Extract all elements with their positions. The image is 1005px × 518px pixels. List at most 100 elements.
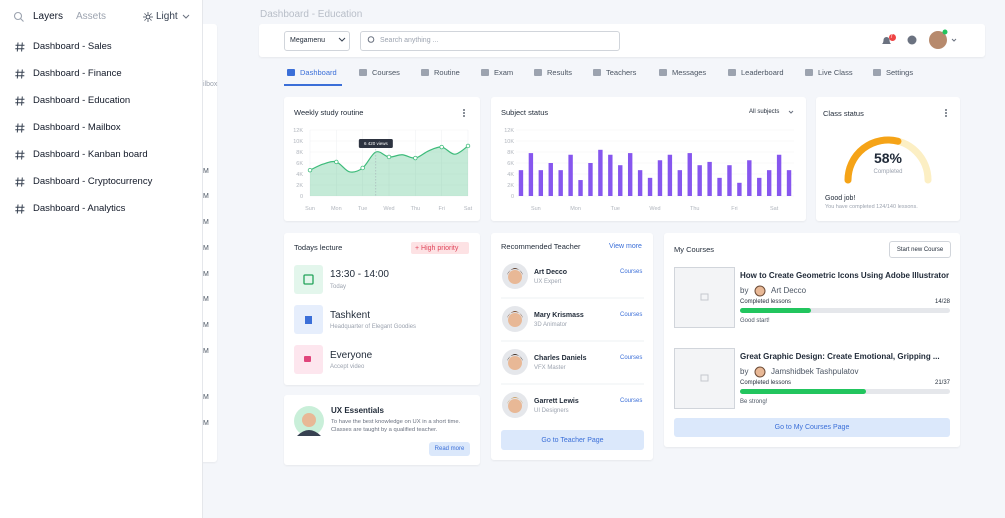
- chevron: [951, 38, 957, 42]
- time-fragment: M: [203, 394, 209, 401]
- bar: [558, 170, 563, 196]
- course-note: Be strong!: [740, 399, 768, 405]
- progress-fill: [740, 389, 866, 394]
- nav-tab[interactable]: Leaderboard: [741, 68, 784, 77]
- user-avatar: [929, 31, 947, 49]
- bar: [637, 170, 643, 196]
- class-message: Good job!: [825, 195, 856, 202]
- hash-icon: [15, 204, 25, 214]
- teacher-hair: [507, 354, 523, 361]
- chevron: [788, 110, 794, 114]
- hash-icon: [15, 69, 25, 79]
- teacher-courses-link[interactable]: Courses: [620, 398, 643, 404]
- point: [360, 165, 365, 171]
- teacher-courses-link[interactable]: Courses: [620, 312, 643, 318]
- course-title: How to Create Geometric Icons Using Adob…: [740, 271, 950, 280]
- nav-tab[interactable]: Routine: [434, 68, 460, 77]
- view-more-link[interactable]: View more: [609, 243, 642, 250]
- read-more-button[interactable]: Read more: [429, 442, 470, 456]
- author-avatar: [754, 285, 766, 297]
- x-tick-label: Sat: [770, 206, 779, 212]
- time-fragment: M: [203, 322, 209, 329]
- ux-description: To have the best knowledge on UX in a sh…: [331, 419, 461, 433]
- y-tick-label: 6K: [296, 161, 303, 167]
- nav-tab[interactable]: Teachers: [606, 68, 637, 77]
- nav-tab[interactable]: Dashboard: [300, 68, 337, 77]
- x-tick-label: Thu: [690, 206, 699, 212]
- bar: [608, 154, 613, 196]
- layer-item[interactable]: Dashboard - Sales: [33, 41, 112, 52]
- sidebar-fragment: ilbox: [203, 81, 218, 88]
- notification-count: 7: [890, 34, 893, 40]
- ux-face: [302, 413, 316, 427]
- bar: [548, 163, 553, 196]
- calendar-icon: [303, 274, 314, 285]
- nav-tab[interactable]: Settings: [886, 68, 914, 77]
- y-tick-label: 4K: [507, 172, 514, 178]
- subject-filter[interactable]: All subjects: [749, 109, 780, 115]
- bar: [757, 177, 762, 196]
- kebab-dot: [463, 115, 465, 117]
- bell-icon: [882, 37, 891, 44]
- bar: [776, 154, 782, 196]
- nav-tab[interactable]: Results: [547, 68, 573, 77]
- x-tick-label: Fri: [438, 206, 444, 212]
- layer-item[interactable]: Dashboard - Cryptocurrency: [33, 176, 153, 187]
- thumbnail-icon: [700, 374, 709, 382]
- hash-icon: [15, 96, 25, 106]
- assets-tab[interactable]: Assets: [76, 11, 107, 22]
- time-fragment: M: [203, 193, 209, 200]
- lecture-subtitle: Headquarter of Elegant Goodies: [330, 324, 417, 330]
- kebab-dot: [945, 109, 947, 111]
- weekly-card: [284, 97, 480, 221]
- teacher-page-button[interactable]: Go to Teacher Page: [501, 430, 644, 450]
- class-detail: You have completed 124/140 lessons.: [825, 204, 918, 210]
- layers-tab[interactable]: Layers: [33, 11, 64, 22]
- nav-tab[interactable]: Live Class: [818, 68, 853, 77]
- bar: [737, 182, 742, 196]
- nav-tab[interactable]: Courses: [372, 68, 400, 77]
- layer-item[interactable]: Dashboard - Analytics: [33, 203, 126, 214]
- my-courses-button[interactable]: Go to My Courses Page: [674, 418, 950, 437]
- teacher-face: [508, 356, 522, 370]
- nav-tab[interactable]: Exam: [494, 68, 514, 77]
- gauge-value: [844, 136, 902, 184]
- nav-tab[interactable]: Messages: [672, 68, 707, 77]
- teacher-hair: [507, 397, 523, 404]
- teacher-face: [508, 270, 522, 284]
- course-thumbnail: [674, 348, 735, 409]
- author-avatar: [754, 366, 766, 378]
- teacher-face: [508, 399, 522, 413]
- chevron: [182, 14, 190, 19]
- y-tick-label: 2K: [507, 183, 514, 189]
- layer-item[interactable]: Dashboard - Kanban board: [33, 149, 148, 160]
- layer-item[interactable]: Dashboard - Mailbox: [33, 122, 121, 133]
- teacher-hair: [507, 311, 523, 318]
- time-fragment: M: [203, 271, 209, 278]
- search-icon: [367, 36, 375, 43]
- time-fragment: M: [203, 219, 209, 226]
- kebab-dot: [945, 112, 947, 114]
- bar: [627, 153, 633, 196]
- teacher-courses-link[interactable]: Courses: [620, 269, 643, 275]
- course-author: Art Decco: [771, 286, 807, 295]
- gauge-label: 58%: [874, 150, 903, 166]
- x-tick-label: Mon: [570, 206, 581, 212]
- search-box[interactable]: [360, 31, 620, 51]
- theme-toggle[interactable]: Light: [156, 11, 178, 22]
- point: [465, 143, 471, 149]
- page-title: Dashboard - Education: [260, 9, 363, 20]
- x-tick-label: Tue: [358, 206, 367, 212]
- class-card: [816, 97, 960, 221]
- layer-item[interactable]: Dashboard - Education: [33, 95, 131, 106]
- layer-item[interactable]: Dashboard - Finance: [33, 68, 122, 79]
- gauge-caption: Completed: [873, 169, 902, 175]
- megamenu-button[interactable]: [284, 31, 350, 51]
- lecture-subtitle: Today: [330, 284, 347, 290]
- bar: [657, 160, 663, 196]
- nav-icon: [659, 69, 667, 76]
- new-course-button[interactable]: Start new Course: [889, 241, 951, 258]
- y-tick-label: 12K: [293, 128, 303, 134]
- building-icon: [305, 316, 312, 324]
- teacher-courses-link[interactable]: Courses: [620, 355, 643, 361]
